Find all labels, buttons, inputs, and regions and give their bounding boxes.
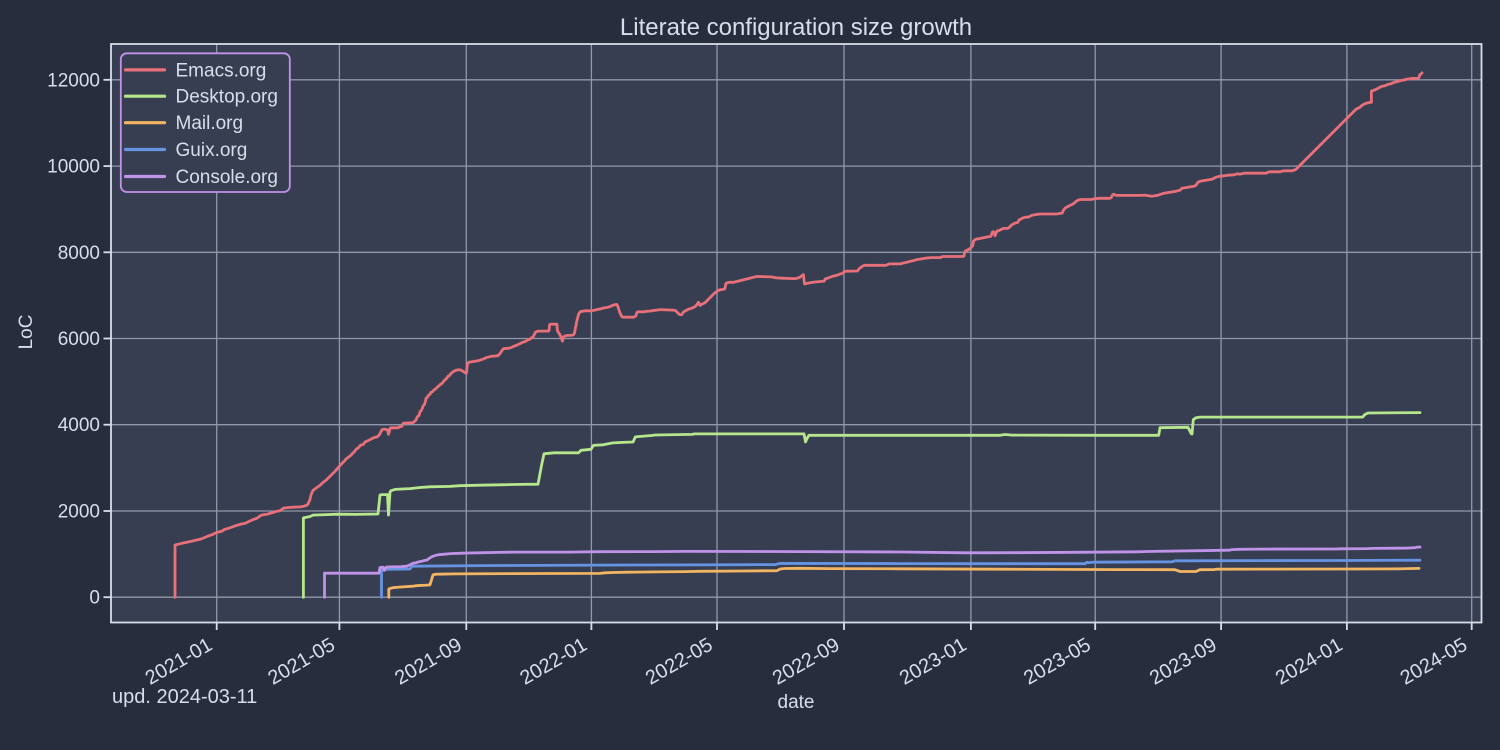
svg-text:date: date [778,692,815,713]
svg-text:12000: 12000 [47,70,100,91]
svg-text:Console.org: Console.org [176,167,278,188]
svg-text:2000: 2000 [58,502,100,523]
svg-text:Literate configuration size gr: Literate configuration size growth [620,14,972,41]
svg-text:6000: 6000 [58,329,100,350]
svg-text:Desktop.org: Desktop.org [176,87,278,108]
svg-text:8000: 8000 [58,243,100,264]
svg-text:Emacs.org: Emacs.org [176,60,267,81]
svg-text:Mail.org: Mail.org [176,113,244,134]
svg-text:LoC: LoC [16,315,37,350]
svg-text:upd. 2024-03-11: upd. 2024-03-11 [112,686,257,708]
svg-text:4000: 4000 [58,415,100,436]
svg-text:Guix.org: Guix.org [176,140,248,161]
svg-text:10000: 10000 [47,157,100,178]
svg-text:0: 0 [89,588,100,609]
